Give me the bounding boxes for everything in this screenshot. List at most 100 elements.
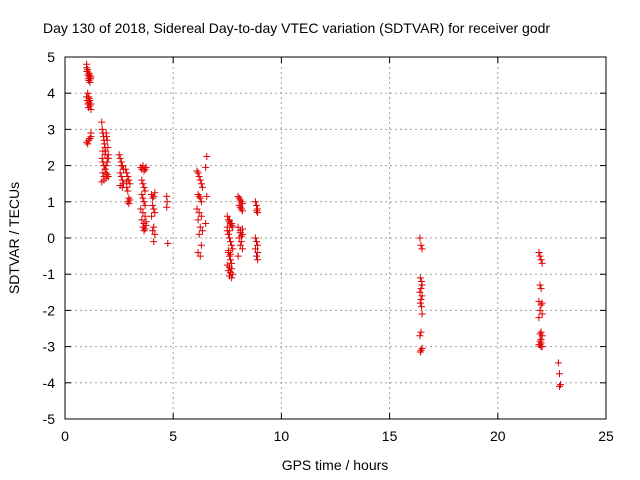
data-point — [194, 169, 202, 177]
data-point — [416, 274, 424, 282]
data-point — [555, 370, 563, 378]
data-point — [125, 200, 133, 208]
data-point — [194, 216, 202, 224]
data-point — [102, 162, 110, 170]
data-point — [116, 154, 124, 162]
data-point — [238, 207, 246, 215]
y-tick-label: 0 — [47, 230, 55, 246]
data-point — [236, 241, 244, 249]
data-point — [418, 245, 426, 253]
data-point — [195, 230, 203, 238]
data-point — [124, 187, 132, 195]
data-point — [417, 296, 425, 304]
data-point — [149, 227, 157, 235]
data-point — [237, 198, 245, 206]
data-point — [417, 328, 425, 336]
data-point — [225, 227, 233, 235]
y-tick-label: 1 — [47, 194, 55, 210]
data-point — [416, 348, 424, 356]
y-tick-label: -4 — [43, 375, 56, 391]
data-point — [141, 187, 149, 195]
data-point — [99, 147, 107, 155]
data-point — [139, 194, 147, 202]
data-point — [225, 216, 233, 224]
data-point — [538, 299, 546, 307]
data-point — [227, 250, 235, 258]
data-point — [151, 230, 159, 238]
data-point — [253, 252, 261, 260]
data-point — [202, 163, 210, 171]
data-point — [536, 306, 544, 314]
data-point — [196, 176, 204, 184]
x-axis-title: GPS time / hours — [282, 457, 389, 473]
data-point — [193, 205, 201, 213]
data-point — [198, 227, 206, 235]
data-point — [418, 281, 426, 289]
data-point — [141, 201, 149, 209]
data-point — [418, 303, 426, 311]
data-point — [123, 178, 131, 186]
axis-ticks: 0 5 10 15 20 25 -5 -4 -3 -2 -1 0 1 2 3 4 5 — [43, 49, 614, 444]
plot-border — [64, 56, 607, 420]
data-point — [236, 196, 244, 204]
data-point — [101, 151, 109, 159]
data-point — [234, 223, 242, 231]
data-point — [234, 252, 242, 260]
data-point — [86, 134, 94, 142]
data-point — [203, 192, 211, 200]
data-point — [85, 93, 93, 101]
data-point — [535, 248, 543, 256]
data-point — [140, 167, 148, 175]
data-point — [117, 172, 125, 180]
data-point — [416, 299, 424, 307]
data-point — [254, 256, 262, 264]
data-point — [86, 78, 94, 86]
data-point — [224, 247, 232, 255]
y-tick-label: -5 — [43, 411, 56, 427]
data-point — [195, 192, 203, 200]
data-point — [122, 165, 130, 173]
y-tick-label: 4 — [47, 85, 55, 101]
data-point — [124, 172, 132, 180]
data-point — [103, 171, 111, 179]
grid-lines — [65, 57, 606, 419]
data-point — [536, 341, 544, 349]
y-tick-label: -1 — [43, 266, 56, 282]
data-point — [149, 201, 157, 209]
x-tick-label: 20 — [490, 428, 506, 444]
y-axis-title: SDTVAR / TECUs — [6, 182, 22, 294]
data-point — [104, 172, 112, 180]
data-point — [223, 223, 231, 231]
data-point — [83, 67, 91, 75]
data-point — [225, 252, 233, 260]
data-point — [418, 310, 426, 318]
x-tick-label: 10 — [274, 428, 290, 444]
data-point — [227, 238, 235, 246]
data-point — [149, 194, 157, 202]
x-tick-label: 0 — [61, 428, 69, 444]
data-point — [163, 203, 171, 211]
data-point — [84, 66, 92, 74]
data-point — [538, 259, 546, 267]
data-point — [138, 216, 146, 224]
data-point — [126, 180, 134, 188]
data-point — [197, 198, 205, 206]
data-point — [251, 234, 259, 242]
data-point — [140, 198, 148, 206]
data-point — [123, 169, 131, 177]
data-point — [87, 100, 95, 108]
data-point — [119, 180, 127, 188]
data-point — [100, 140, 108, 148]
data-point — [137, 205, 145, 213]
data-point — [148, 212, 156, 220]
data-point — [150, 192, 158, 200]
y-tick-label: 3 — [47, 121, 55, 137]
data-point — [254, 248, 262, 256]
data-point — [538, 310, 546, 318]
data-point — [98, 118, 106, 126]
data-point — [235, 194, 243, 202]
data-point — [253, 238, 261, 246]
data-point — [103, 154, 111, 162]
y-tick-label: 2 — [47, 158, 55, 174]
